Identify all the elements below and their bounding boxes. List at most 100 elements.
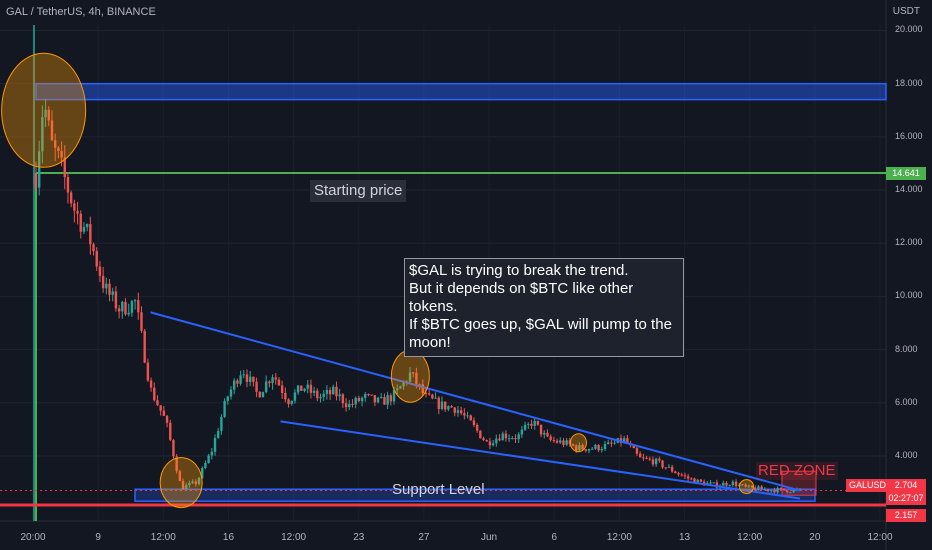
- candle-body: [482, 438, 485, 441]
- candle-body: [779, 488, 783, 490]
- candle-body: [459, 410, 463, 414]
- candle-body: [50, 120, 54, 141]
- candle-body: [754, 487, 757, 491]
- candle-body: [507, 438, 511, 440]
- candle-body: [370, 394, 373, 396]
- candle-body: [268, 381, 271, 384]
- candle-body: [479, 430, 482, 439]
- candle-body: [450, 406, 453, 408]
- candle-body: [226, 396, 229, 401]
- candle-body: [85, 224, 89, 228]
- candle-body: [597, 444, 600, 451]
- candle-body: [159, 405, 162, 411]
- candle-body: [424, 393, 428, 395]
- resistance-zone: [35, 82, 887, 101]
- candle-body: [335, 386, 338, 397]
- candle-body: [172, 439, 175, 457]
- candle-body: [133, 300, 137, 302]
- starting-price-label[interactable]: Starting price: [310, 180, 407, 202]
- candle-body: [782, 488, 786, 491]
- candle-body: [798, 488, 802, 490]
- candle-body: [559, 440, 562, 443]
- candle-body: [162, 410, 166, 416]
- candle-body: [712, 482, 715, 484]
- candle-body: [533, 420, 536, 426]
- candle-body: [130, 301, 134, 313]
- candle-body: [188, 482, 191, 486]
- x-tick-label: 12:00: [867, 532, 893, 543]
- candle-body: [264, 381, 268, 393]
- starting-price-tag: 14.641: [886, 167, 926, 180]
- candle-body: [383, 397, 386, 405]
- candle-body: [453, 407, 456, 413]
- candle-body: [747, 485, 751, 487]
- candle-body: [578, 445, 581, 451]
- candle-body: [306, 384, 309, 389]
- candle-body: [396, 388, 399, 391]
- candle-body: [300, 385, 303, 391]
- red-zone-label[interactable]: RED ZONE: [756, 462, 838, 480]
- candle-body: [37, 151, 41, 188]
- candle-body: [325, 390, 329, 394]
- x-tick-label: 27: [418, 532, 430, 543]
- trendline-lower: [280, 420, 801, 500]
- candle-body: [380, 397, 383, 399]
- candle-body: [367, 394, 370, 396]
- candle-body: [447, 406, 450, 410]
- candle-body: [523, 424, 527, 430]
- analysis-note[interactable]: $GAL is trying to break the trend. But i…: [404, 258, 684, 357]
- candle-body: [520, 429, 524, 435]
- candle-body: [143, 330, 146, 363]
- candle-body: [98, 266, 102, 276]
- candle-body: [303, 388, 306, 391]
- candle-body: [552, 439, 556, 441]
- candle-body: [587, 449, 591, 451]
- candle-body: [741, 484, 744, 486]
- candle-body: [389, 395, 393, 402]
- support-price-tag: 2.157: [886, 509, 926, 522]
- candle-body: [766, 489, 770, 492]
- support-level-label[interactable]: Support Level: [392, 481, 485, 498]
- candle-body: [354, 397, 357, 405]
- x-tick-label: 12:00: [606, 532, 632, 543]
- chart-title: GAL / TetherUS, 4h, BINANCE: [6, 6, 156, 18]
- touch-highlight-circle: [569, 433, 587, 453]
- candle-body: [108, 283, 111, 295]
- candle-body: [239, 375, 242, 384]
- candlesticks: [34, 99, 802, 495]
- candle-body: [485, 440, 488, 442]
- candle-body: [491, 443, 495, 446]
- candle-body: [316, 390, 319, 399]
- price-zones: [0, 25, 887, 521]
- candle-body: [290, 400, 293, 405]
- candle-body: [153, 387, 156, 401]
- candle-body: [79, 213, 82, 232]
- x-tick-label: Jun: [481, 532, 498, 543]
- candle-body: [632, 445, 635, 449]
- y-tick-label: 14.000: [895, 184, 923, 195]
- candle-body: [92, 244, 95, 252]
- candle-body: [667, 466, 671, 468]
- candle-body: [638, 453, 642, 458]
- candle-body: [73, 203, 76, 211]
- candle-body: [654, 458, 658, 465]
- candle-body: [351, 403, 354, 405]
- candle-body: [568, 440, 572, 445]
- candle-body: [594, 444, 597, 449]
- candle-body: [591, 448, 594, 450]
- note-line: But it depends on $BTC like other tokens…: [409, 280, 634, 315]
- candle-body: [463, 413, 466, 416]
- candle-body: [427, 393, 431, 395]
- candle-body: [127, 312, 130, 315]
- candle-body: [82, 227, 86, 232]
- candle-body: [229, 389, 233, 397]
- candle-body: [626, 438, 629, 444]
- x-tick-label: 6: [551, 532, 557, 543]
- candle-body: [197, 477, 201, 485]
- x-tick-label: 23: [353, 532, 365, 543]
- candle-body: [137, 300, 140, 313]
- candle-body: [789, 492, 792, 494]
- candle-body: [293, 392, 297, 401]
- candle-body: [511, 438, 514, 440]
